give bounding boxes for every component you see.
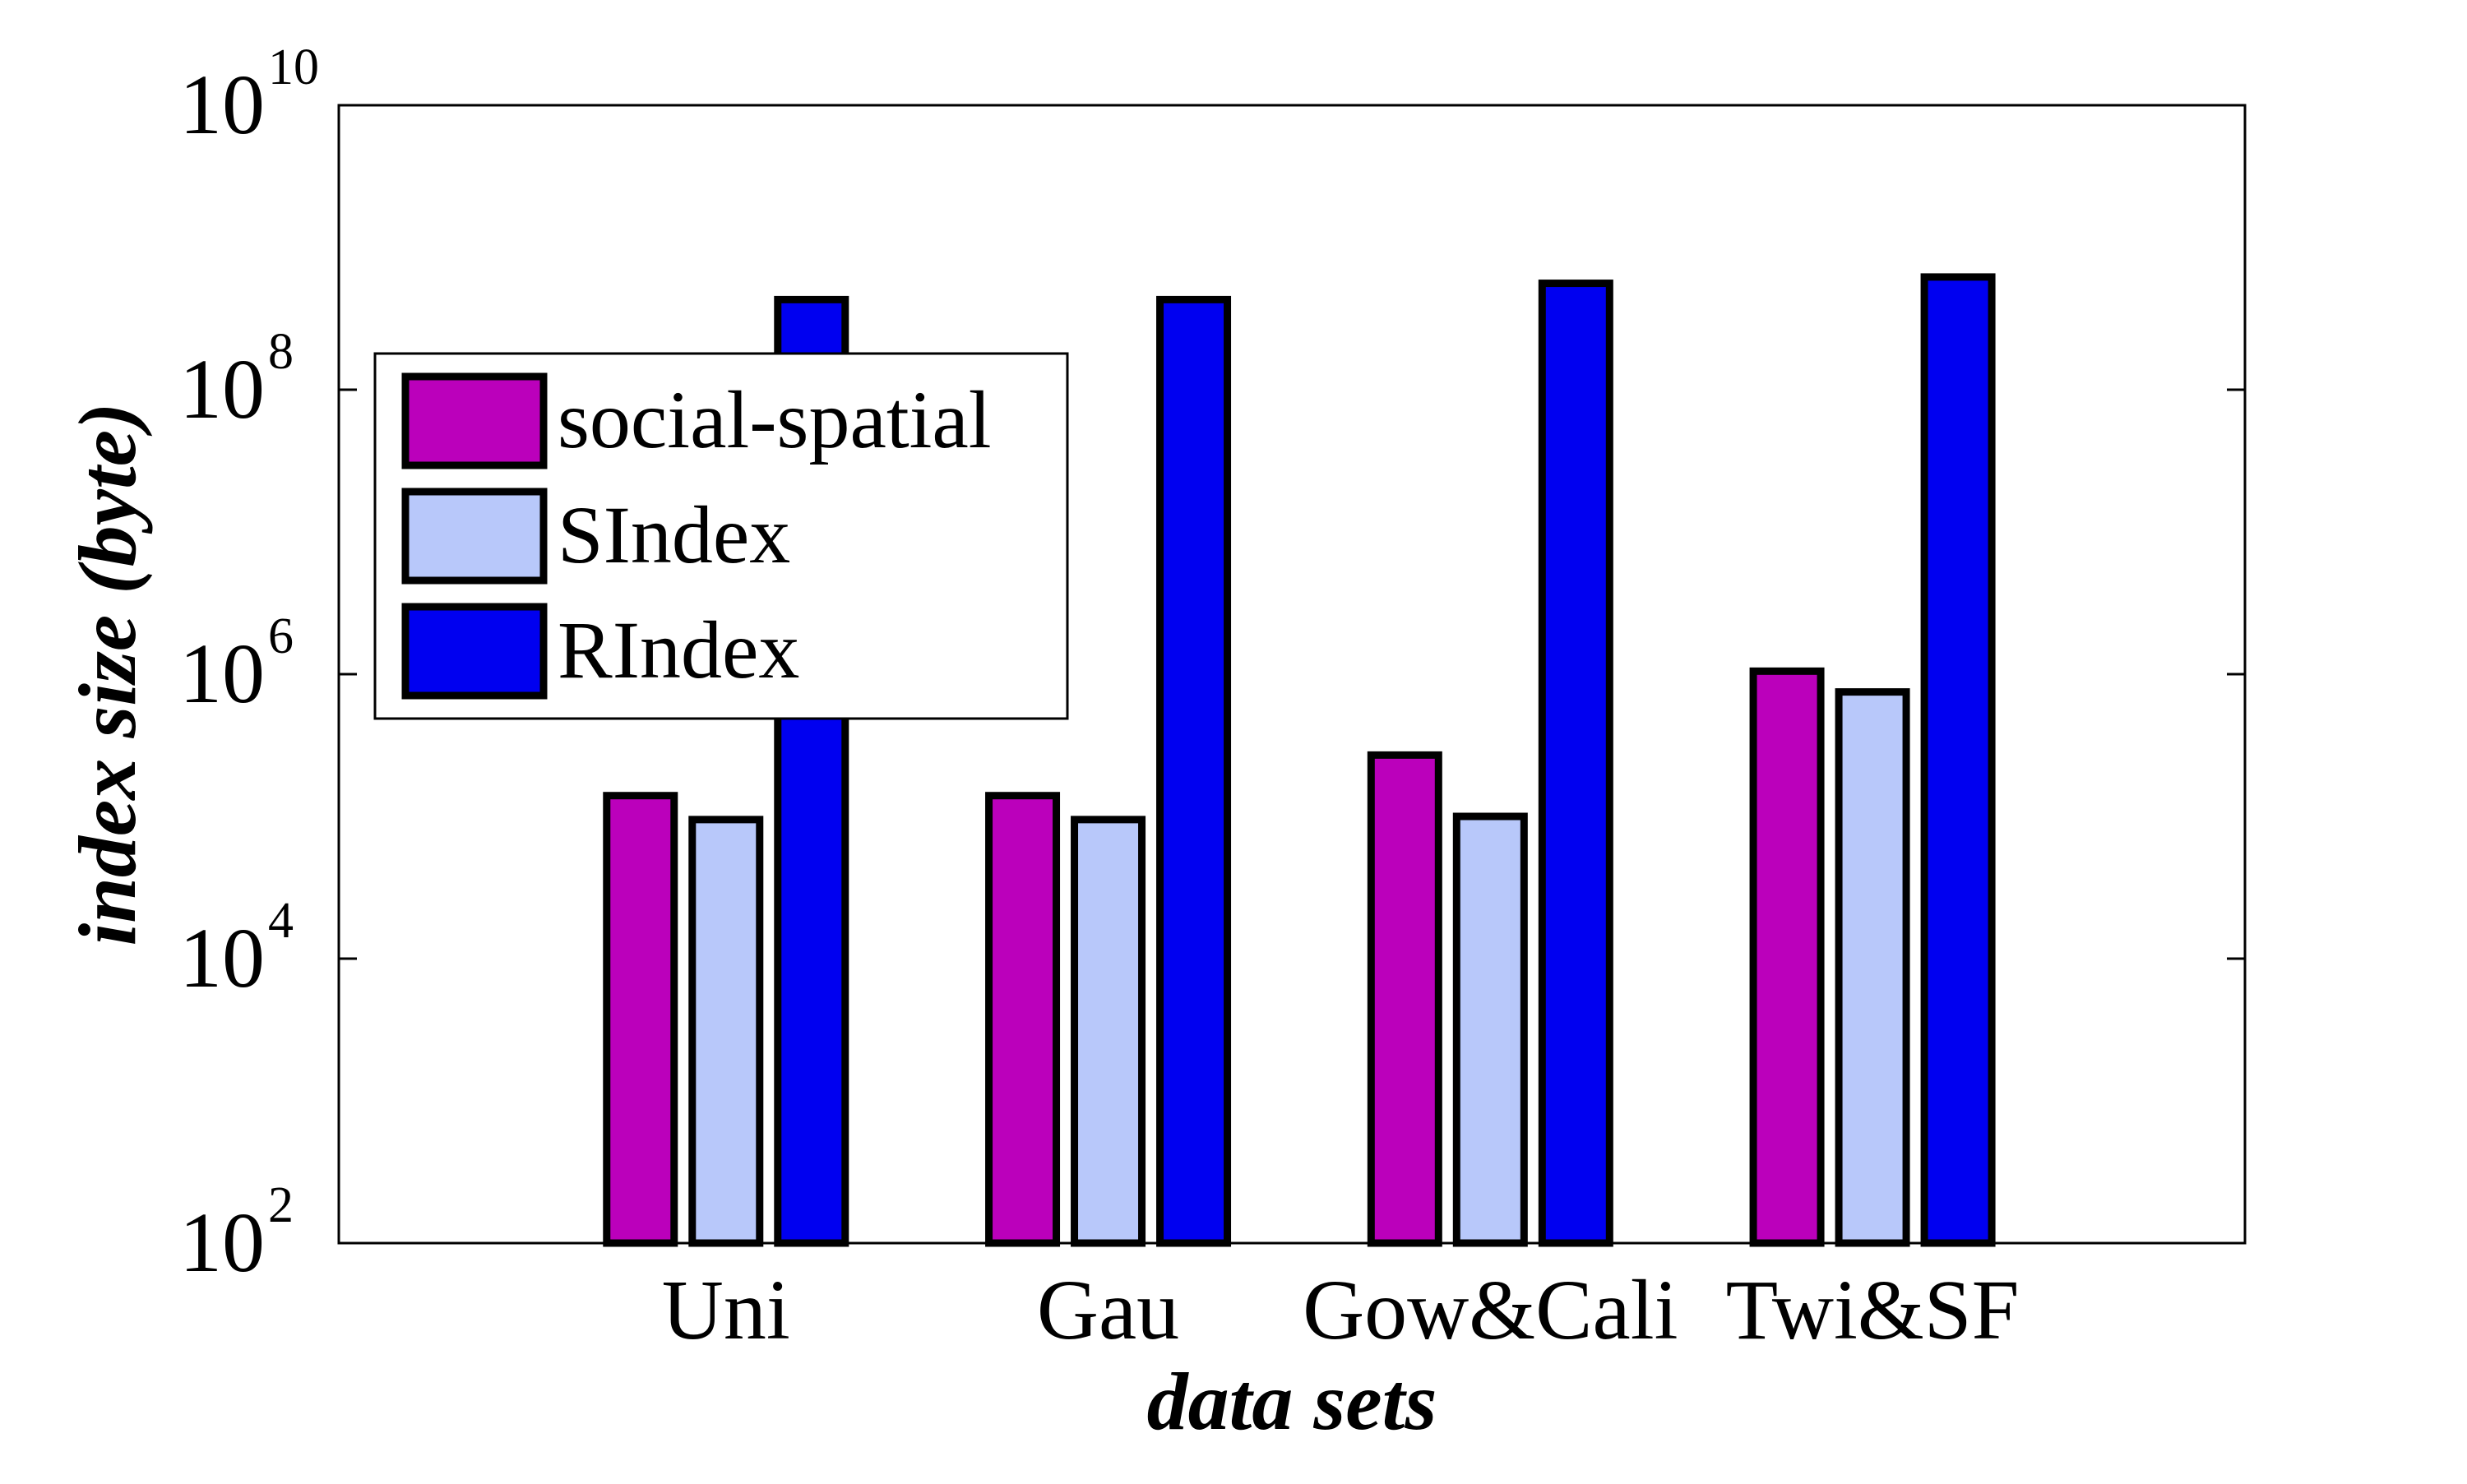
bar-SIndex-Gow&Cali — [1452, 812, 1528, 1247]
series-SIndex — [688, 688, 1910, 1247]
series-social-spatial — [603, 667, 1825, 1247]
y-tick-exponent: 10 — [268, 39, 319, 95]
y-tick-label: 10 6 — [179, 608, 294, 721]
y-tick-base: 10 — [179, 58, 265, 152]
bar-social-spatial-Gow&Cali — [1367, 751, 1442, 1247]
x-axis-title: data sets — [1147, 1356, 1437, 1447]
x-tick-label: Gau — [1037, 1263, 1179, 1357]
y-axis-title: index size (byte) — [62, 403, 153, 946]
bar-RIndex-Gau — [1156, 295, 1232, 1247]
x-tick-label: Twi&SF — [1726, 1263, 2020, 1357]
legend-swatch — [401, 603, 548, 700]
y-tick-exponent: 8 — [268, 324, 294, 380]
bar-RIndex-Twi&SF — [1920, 273, 1996, 1247]
bar-SIndex-Twi&SF — [1835, 688, 1910, 1247]
x-axis-tick-labels: Uni Gau Gow&Cali Twi&SF — [662, 1263, 2020, 1357]
y-tick-base: 10 — [179, 342, 265, 437]
y-tick-exponent: 4 — [268, 893, 294, 949]
legend-label: SIndex — [558, 489, 790, 580]
legend-swatch — [401, 488, 548, 585]
bar-social-spatial-Gau — [985, 792, 1061, 1247]
y-tick-label: 10 2 — [179, 1177, 294, 1290]
legend: social-spatial SIndex RIndex — [373, 352, 1069, 720]
legend-label: social-spatial — [558, 374, 992, 465]
legend-item-SIndex: SIndex — [401, 488, 790, 585]
legend-item-social-spatial: social-spatial — [401, 372, 992, 469]
y-tick-label: 10 8 — [179, 324, 294, 437]
legend-swatch — [401, 372, 548, 469]
y-tick-label: 10 10 — [179, 39, 319, 152]
y-tick-exponent: 2 — [268, 1177, 294, 1233]
bar-social-spatial-Twi&SF — [1749, 667, 1825, 1247]
y-tick-label: 10 4 — [179, 893, 294, 1006]
y-tick-base: 10 — [179, 626, 265, 721]
bar-SIndex-Uni — [688, 816, 764, 1247]
bar-social-spatial-Uni — [603, 792, 678, 1247]
x-tick-label: Uni — [662, 1263, 790, 1357]
bar-RIndex-Gow&Cali — [1538, 280, 1613, 1247]
y-tick-exponent: 6 — [268, 608, 294, 664]
bar-SIndex-Gau — [1071, 816, 1146, 1247]
y-tick-base: 10 — [179, 1195, 265, 1290]
y-tick-base: 10 — [179, 911, 265, 1006]
legend-label: RIndex — [558, 604, 799, 696]
x-tick-label: Gow&Cali — [1303, 1263, 1678, 1357]
legend-item-RIndex: RIndex — [401, 603, 799, 700]
